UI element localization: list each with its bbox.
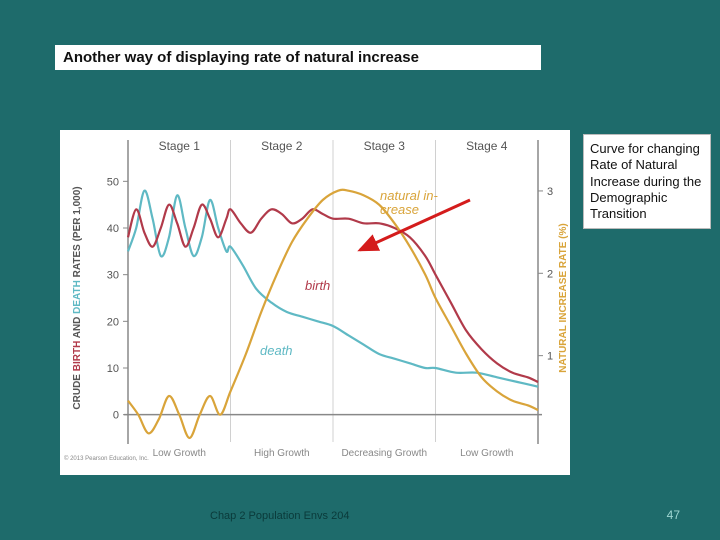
- svg-text:natural in-: natural in-: [380, 188, 438, 203]
- svg-text:0: 0: [113, 410, 119, 422]
- svg-text:50: 50: [107, 176, 119, 188]
- svg-text:death: death: [260, 343, 293, 358]
- svg-text:CRUDE BIRTH AND DEATH RATES (P: CRUDE BIRTH AND DEATH RATES (PER 1,000): [72, 186, 83, 409]
- svg-text:10: 10: [107, 363, 119, 375]
- svg-text:Stage 1: Stage 1: [159, 139, 201, 153]
- svg-text:Stage 3: Stage 3: [364, 139, 406, 153]
- svg-text:30: 30: [107, 270, 119, 282]
- svg-text:NATURAL INCREASE RATE (%): NATURAL INCREASE RATE (%): [558, 223, 569, 372]
- footer-chapter: Chap 2 Population Envs 204: [210, 510, 349, 522]
- svg-text:40: 40: [107, 223, 119, 235]
- svg-text:1: 1: [547, 351, 553, 363]
- svg-text:2: 2: [547, 268, 553, 280]
- chart-svg: Stage 1 Low Growth Stage 2 High Growth Stage…: [60, 130, 570, 475]
- slide-number: 47: [667, 508, 680, 522]
- svg-text:crease: crease: [380, 202, 419, 217]
- svg-text:High Growth: High Growth: [254, 448, 310, 459]
- svg-text:Decreasing Growth: Decreasing Growth: [341, 448, 427, 459]
- svg-text:Stage 2: Stage 2: [261, 139, 303, 153]
- svg-text:Stage 4: Stage 4: [466, 139, 508, 153]
- svg-text:20: 20: [107, 316, 119, 328]
- svg-text:Low Growth: Low Growth: [153, 448, 206, 459]
- copyright-text: © 2013 Pearson Education, Inc.: [64, 456, 149, 462]
- annotation-box: Curve for changing Rate of Natural Incre…: [583, 134, 711, 229]
- svg-text:birth: birth: [305, 278, 330, 293]
- demographic-transition-chart: Stage 1 Low Growth Stage 2 High Growth Stage…: [60, 130, 570, 475]
- svg-text:3: 3: [547, 186, 553, 198]
- svg-text:Low Growth: Low Growth: [460, 448, 513, 459]
- page-title: Another way of displaying rate of natura…: [55, 45, 541, 70]
